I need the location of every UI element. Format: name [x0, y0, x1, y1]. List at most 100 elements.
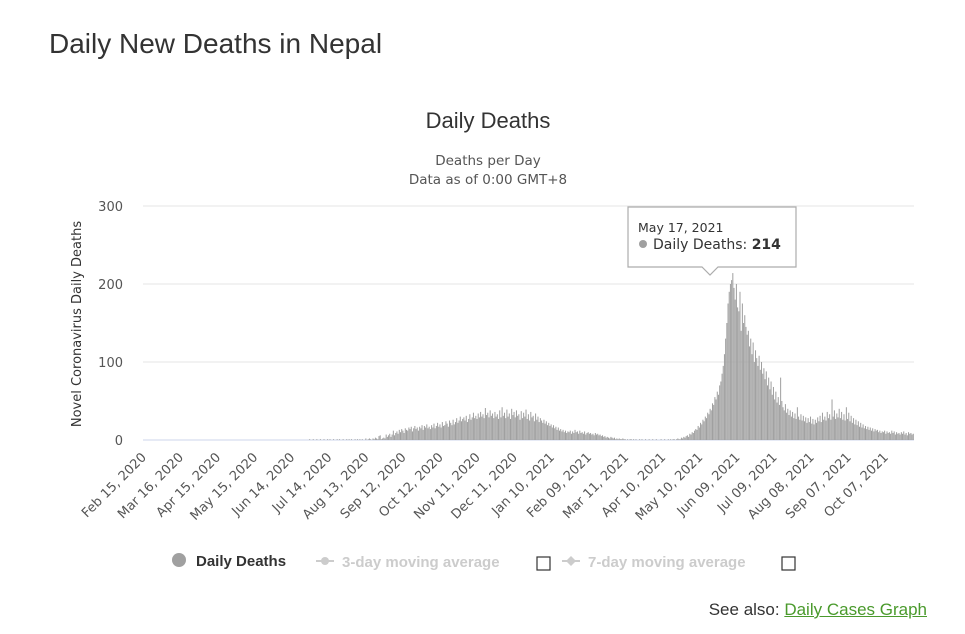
bar-daily-deaths[interactable]	[536, 419, 538, 440]
bar-daily-deaths[interactable]	[475, 415, 477, 440]
bar-daily-deaths[interactable]	[470, 419, 472, 440]
bar-daily-deaths[interactable]	[428, 426, 430, 440]
bar-daily-deaths[interactable]	[566, 432, 568, 440]
bar-daily-deaths[interactable]	[912, 433, 914, 440]
bar-daily-deaths[interactable]	[894, 434, 896, 440]
bar-daily-deaths[interactable]	[696, 429, 698, 440]
bar-daily-deaths[interactable]	[639, 439, 641, 440]
bar-daily-deaths[interactable]	[794, 413, 796, 440]
bar-daily-deaths[interactable]	[789, 410, 791, 440]
bar-daily-deaths[interactable]	[700, 422, 702, 440]
bar-daily-deaths[interactable]	[902, 433, 904, 440]
bar-daily-deaths[interactable]	[489, 410, 491, 440]
bar-daily-deaths[interactable]	[804, 421, 806, 440]
bar-daily-deaths[interactable]	[688, 436, 690, 440]
bar-daily-deaths[interactable]	[437, 422, 439, 440]
bar-daily-deaths[interactable]	[592, 433, 594, 440]
bar-daily-deaths[interactable]	[892, 432, 894, 440]
bar-daily-deaths[interactable]	[431, 425, 433, 440]
bar-daily-deaths[interactable]	[756, 358, 758, 440]
bar-daily-deaths[interactable]	[652, 439, 654, 440]
bar-daily-deaths[interactable]	[875, 430, 877, 440]
bar-daily-deaths[interactable]	[821, 412, 823, 440]
bar-daily-deaths[interactable]	[734, 299, 736, 440]
bar-daily-deaths[interactable]	[814, 419, 816, 440]
bar-daily-deaths[interactable]	[891, 430, 893, 440]
bar-daily-deaths[interactable]	[832, 416, 834, 440]
bar-daily-deaths[interactable]	[624, 439, 626, 440]
bar-daily-deaths[interactable]	[413, 428, 415, 440]
bar-daily-deaths[interactable]	[427, 428, 429, 440]
bar-daily-deaths[interactable]	[623, 439, 625, 440]
bar-daily-deaths[interactable]	[896, 432, 898, 440]
bar-daily-deaths[interactable]	[389, 433, 391, 440]
bar-daily-deaths[interactable]	[627, 439, 629, 440]
bar-daily-deaths[interactable]	[520, 411, 522, 440]
bar-daily-deaths[interactable]	[648, 439, 650, 440]
bar-daily-deaths[interactable]	[704, 416, 706, 440]
bar-daily-deaths[interactable]	[795, 418, 797, 440]
bar-daily-deaths[interactable]	[904, 434, 906, 440]
bar-daily-deaths[interactable]	[764, 379, 766, 440]
bar-daily-deaths[interactable]	[486, 415, 488, 440]
bar-daily-deaths[interactable]	[405, 429, 407, 440]
bar-daily-deaths[interactable]	[679, 439, 681, 440]
bar-daily-deaths[interactable]	[553, 425, 555, 440]
bar-daily-deaths[interactable]	[812, 418, 814, 440]
bar-daily-deaths[interactable]	[672, 439, 674, 440]
bar-daily-deaths[interactable]	[574, 429, 576, 440]
bar-daily-deaths[interactable]	[558, 430, 560, 440]
bar-daily-deaths[interactable]	[426, 424, 428, 440]
bar-daily-deaths[interactable]	[686, 435, 688, 440]
bar-daily-deaths[interactable]	[594, 432, 596, 440]
bar-daily-deaths[interactable]	[775, 391, 777, 440]
bar-daily-deaths[interactable]	[513, 411, 515, 440]
bar-daily-deaths[interactable]	[323, 439, 325, 440]
bar-daily-deaths[interactable]	[605, 437, 607, 440]
bar-daily-deaths[interactable]	[905, 432, 907, 440]
bar-daily-deaths[interactable]	[706, 418, 708, 440]
bar-daily-deaths[interactable]	[805, 417, 807, 440]
bar-daily-deaths[interactable]	[743, 323, 745, 440]
bar-daily-deaths[interactable]	[854, 424, 856, 440]
bar-daily-deaths[interactable]	[796, 407, 798, 440]
bar-daily-deaths[interactable]	[410, 426, 412, 440]
bar-daily-deaths[interactable]	[888, 432, 890, 440]
bar-daily-deaths[interactable]	[504, 412, 506, 440]
bar-daily-deaths[interactable]	[459, 416, 461, 440]
bar-daily-deaths[interactable]	[619, 439, 621, 440]
bar-daily-deaths[interactable]	[548, 422, 550, 440]
bar-daily-deaths[interactable]	[808, 422, 810, 440]
bar-daily-deaths[interactable]	[856, 425, 858, 440]
bar-daily-deaths[interactable]	[400, 432, 402, 440]
bar-daily-deaths[interactable]	[474, 418, 476, 440]
bar-daily-deaths[interactable]	[763, 368, 765, 440]
bar-daily-deaths[interactable]	[438, 426, 440, 440]
bar-daily-deaths[interactable]	[708, 414, 710, 440]
bar-daily-deaths[interactable]	[423, 425, 425, 440]
bar-daily-deaths[interactable]	[444, 425, 446, 440]
bar-daily-deaths[interactable]	[607, 437, 610, 440]
bar-daily-deaths[interactable]	[692, 432, 694, 440]
bar-daily-deaths[interactable]	[787, 408, 789, 440]
bar-daily-deaths[interactable]	[402, 430, 404, 440]
bar-daily-deaths[interactable]	[850, 415, 852, 440]
bar-daily-deaths[interactable]	[762, 373, 764, 440]
bar-daily-deaths[interactable]	[882, 432, 884, 440]
bar-daily-deaths[interactable]	[714, 397, 716, 440]
bar-daily-deaths[interactable]	[420, 428, 422, 440]
bar-daily-deaths[interactable]	[501, 407, 503, 440]
bar-daily-deaths[interactable]	[374, 437, 376, 440]
bar-daily-deaths[interactable]	[367, 439, 369, 440]
bar-daily-deaths[interactable]	[578, 433, 580, 440]
bar-daily-deaths[interactable]	[573, 432, 575, 440]
bar-daily-deaths[interactable]	[508, 413, 510, 440]
bar-daily-deaths[interactable]	[419, 426, 421, 440]
bar-daily-deaths[interactable]	[766, 385, 768, 440]
bar-daily-deaths[interactable]	[689, 433, 691, 440]
bar-daily-deaths[interactable]	[749, 346, 751, 440]
bar-daily-deaths[interactable]	[887, 432, 889, 440]
bar-daily-deaths[interactable]	[354, 439, 356, 440]
bar-daily-deaths[interactable]	[319, 439, 321, 440]
bar-daily-deaths[interactable]	[613, 437, 615, 440]
